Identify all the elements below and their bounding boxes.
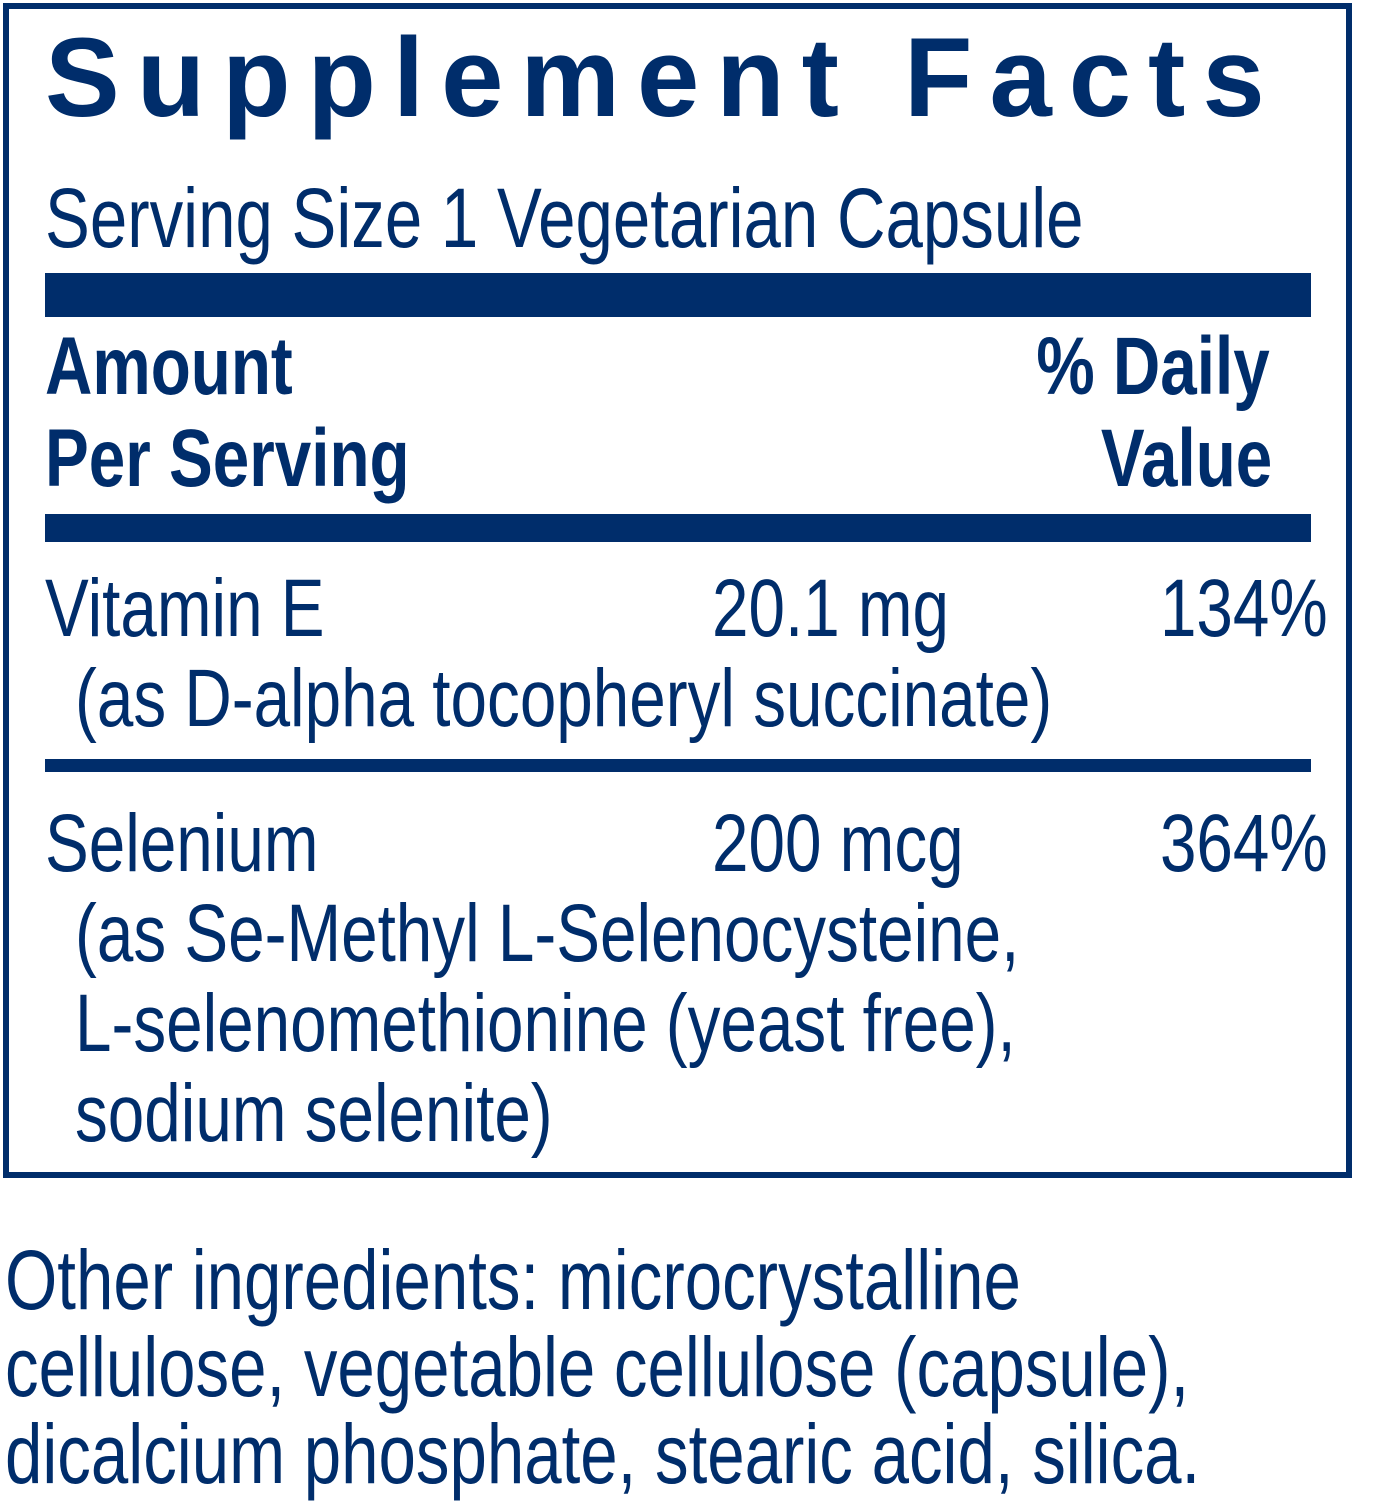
value-header: Value xyxy=(1100,413,1272,504)
per-serving-header: Per Serving xyxy=(45,413,410,504)
other-ingredients-line: cellulose, vegetable cellulose (capsule)… xyxy=(5,1320,1190,1414)
nutrient-amount: 200 mcg xyxy=(712,798,964,889)
panel-title: Supplement Facts xyxy=(45,15,1282,140)
other-ingredients-line: Other ingredients: microcrystalline xyxy=(5,1233,1021,1327)
nutrient-detail: (as D-alpha tocopheryl succinate) xyxy=(75,653,1053,744)
nutrient-name: Selenium xyxy=(45,798,319,889)
amount-header: Amount xyxy=(45,321,293,412)
nutrient-detail: (as Se-Methyl L-Selenocysteine, xyxy=(75,888,1020,979)
nutrient-amount: 20.1 mg xyxy=(712,563,950,654)
thick-divider xyxy=(45,273,1311,317)
nutrient-dv: 364% xyxy=(1160,798,1328,889)
thin-divider xyxy=(45,759,1311,772)
supplement-facts-panel xyxy=(3,3,1352,1178)
nutrient-detail: L-selenomethionine (yeast free), xyxy=(75,978,1016,1069)
nutrient-detail: sodium selenite) xyxy=(75,1068,553,1159)
nutrient-name: Vitamin E xyxy=(45,563,325,654)
medium-divider xyxy=(45,514,1311,542)
daily-value-header: % Daily xyxy=(1036,321,1270,412)
other-ingredients-line: dicalcium phosphate, stearic acid, silic… xyxy=(5,1407,1201,1501)
nutrient-dv: 134% xyxy=(1160,563,1328,654)
serving-size: Serving Size 1 Vegetarian Capsule xyxy=(45,171,1084,265)
